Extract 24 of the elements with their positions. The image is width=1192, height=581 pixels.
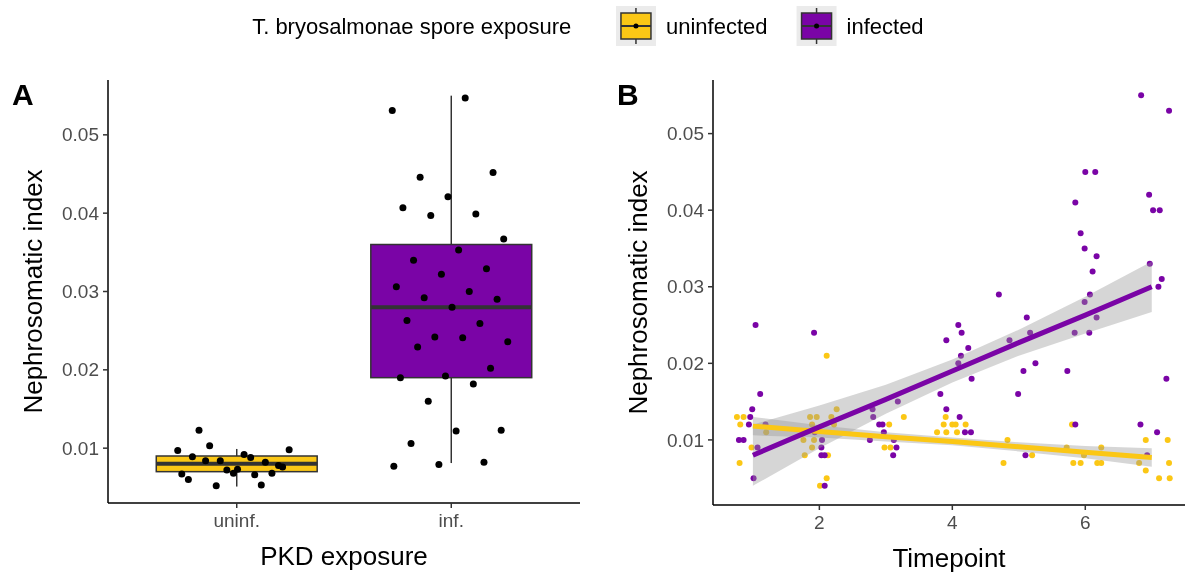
x-tick-label: 2	[814, 512, 825, 533]
x-tick-label: uninf.	[213, 510, 260, 531]
y-tick-label: 0.02	[667, 352, 704, 374]
y-tick-label: 0.01	[667, 429, 704, 451]
legend-label: uninfected	[665, 13, 768, 39]
legend-label: infected	[846, 13, 924, 39]
y-tick-label: 0.02	[62, 359, 99, 381]
y-tick-label: 0.03	[62, 281, 99, 303]
y-tick-label: 0.05	[62, 124, 99, 146]
y-axis-title: Nephrosomatic index	[18, 169, 48, 414]
x-tick-label: inf.	[438, 510, 464, 531]
chart-title: B	[617, 78, 639, 111]
y-tick-label: 0.03	[667, 276, 704, 298]
y-tick-label: 0.01	[62, 437, 99, 459]
y-tick-label: 0.04	[667, 199, 705, 221]
x-axis-title: PKD exposure	[260, 541, 428, 571]
y-tick-label: 0.05	[667, 123, 704, 145]
x-tick-label: 4	[947, 512, 959, 533]
x-tick-label: 6	[1079, 512, 1091, 533]
y-axis-title: Nephrosomatic index	[623, 170, 653, 415]
y-tick-label: 0.04	[62, 202, 100, 224]
legend-title: T. bryosalmonae spore exposure	[252, 13, 572, 39]
chart-title: A	[12, 78, 34, 111]
x-axis-title: Timepoint	[892, 543, 1007, 573]
